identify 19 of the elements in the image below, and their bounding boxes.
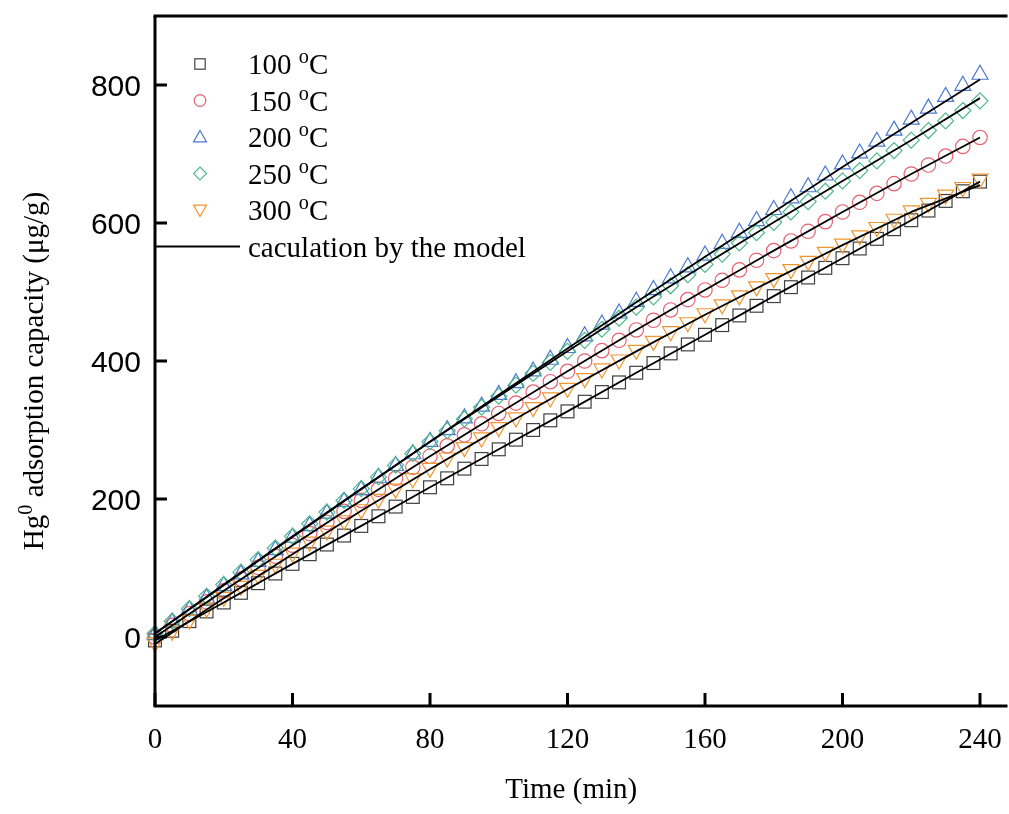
x-tick-label: 80 bbox=[415, 722, 445, 754]
legend-label: 200 $^{o}$C bbox=[248, 118, 329, 154]
legend-label: 300 $^{o}$C bbox=[248, 191, 329, 227]
x-tick-label: 160 bbox=[683, 722, 727, 754]
legend-label: 100 $^{o}$C bbox=[248, 45, 329, 81]
x-tick-label: 40 bbox=[278, 722, 307, 754]
x-tick-label: 0 bbox=[147, 722, 163, 754]
y-tick-label: 800 bbox=[90, 68, 141, 102]
legend-label: 150 $^{o}$C bbox=[248, 81, 329, 117]
y-tick-label: 600 bbox=[90, 206, 141, 240]
legend-label: caculation by the model bbox=[248, 230, 526, 263]
y-tick-label: 200 bbox=[90, 482, 141, 516]
x-tick-label: 120 bbox=[545, 722, 590, 754]
legend-label: 250 $^{o}$C bbox=[248, 154, 329, 190]
x-tick-label: 240 bbox=[958, 722, 1002, 754]
y-tick-label: 0 bbox=[124, 620, 141, 654]
x-tick-label: 200 bbox=[820, 722, 865, 754]
y-tick-label: 400 bbox=[90, 344, 141, 378]
x-axis-title: Time (min) bbox=[505, 772, 638, 805]
